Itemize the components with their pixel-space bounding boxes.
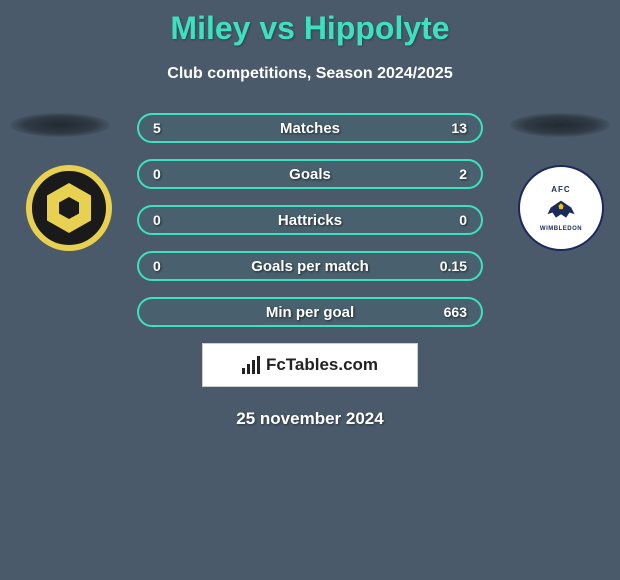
bar-chart-icon	[242, 356, 260, 374]
stat-row: 0 Goals 2	[137, 159, 483, 189]
stat-label: Goals per match	[251, 258, 369, 275]
brand-text: FcTables.com	[266, 355, 378, 375]
stat-right-value: 0.15	[433, 258, 467, 274]
team-badge-right-bottom-text: WIMBLEDON	[540, 226, 582, 232]
stat-row: 5 Matches 13	[137, 113, 483, 143]
eagle-icon	[544, 197, 578, 223]
stat-left-value: 0	[153, 166, 187, 182]
stats-list: 5 Matches 13 0 Goals 2 0 Hattricks 0 0 G…	[137, 113, 483, 327]
stat-label: Min per goal	[266, 304, 354, 321]
page-subtitle: Club competitions, Season 2024/2025	[0, 65, 620, 83]
team-badge-left-core	[59, 197, 79, 219]
stat-right-value: 2	[433, 166, 467, 182]
stat-left-value: 0	[153, 258, 187, 274]
stat-left-value: 5	[153, 120, 187, 136]
player-shadow-right	[510, 113, 610, 137]
stat-right-value: 13	[433, 120, 467, 136]
stat-label: Hattricks	[278, 212, 342, 229]
team-badge-right-top-text: AFC	[551, 185, 570, 194]
stat-row: 0 Hattricks 0	[137, 205, 483, 235]
stat-row: Min per goal 663	[137, 297, 483, 327]
stat-left-value: 0	[153, 212, 187, 228]
stat-right-value: 0	[433, 212, 467, 228]
comparison-panel: AFC WIMBLEDON 5 Matches 13 0 Goals 2 0 H…	[0, 113, 620, 429]
page-title: Miley vs Hippolyte	[0, 0, 620, 47]
stat-row: 0 Goals per match 0.15	[137, 251, 483, 281]
team-badge-left-shield	[47, 183, 91, 233]
brand-box[interactable]: FcTables.com	[202, 343, 418, 387]
generated-date: 25 november 2024	[0, 409, 620, 429]
stat-label: Goals	[289, 166, 331, 183]
stat-right-value: 663	[433, 304, 467, 320]
team-badge-right: AFC WIMBLEDON	[518, 165, 604, 251]
player-shadow-left	[10, 113, 110, 137]
team-badge-left	[26, 165, 112, 251]
stat-label: Matches	[280, 120, 340, 137]
